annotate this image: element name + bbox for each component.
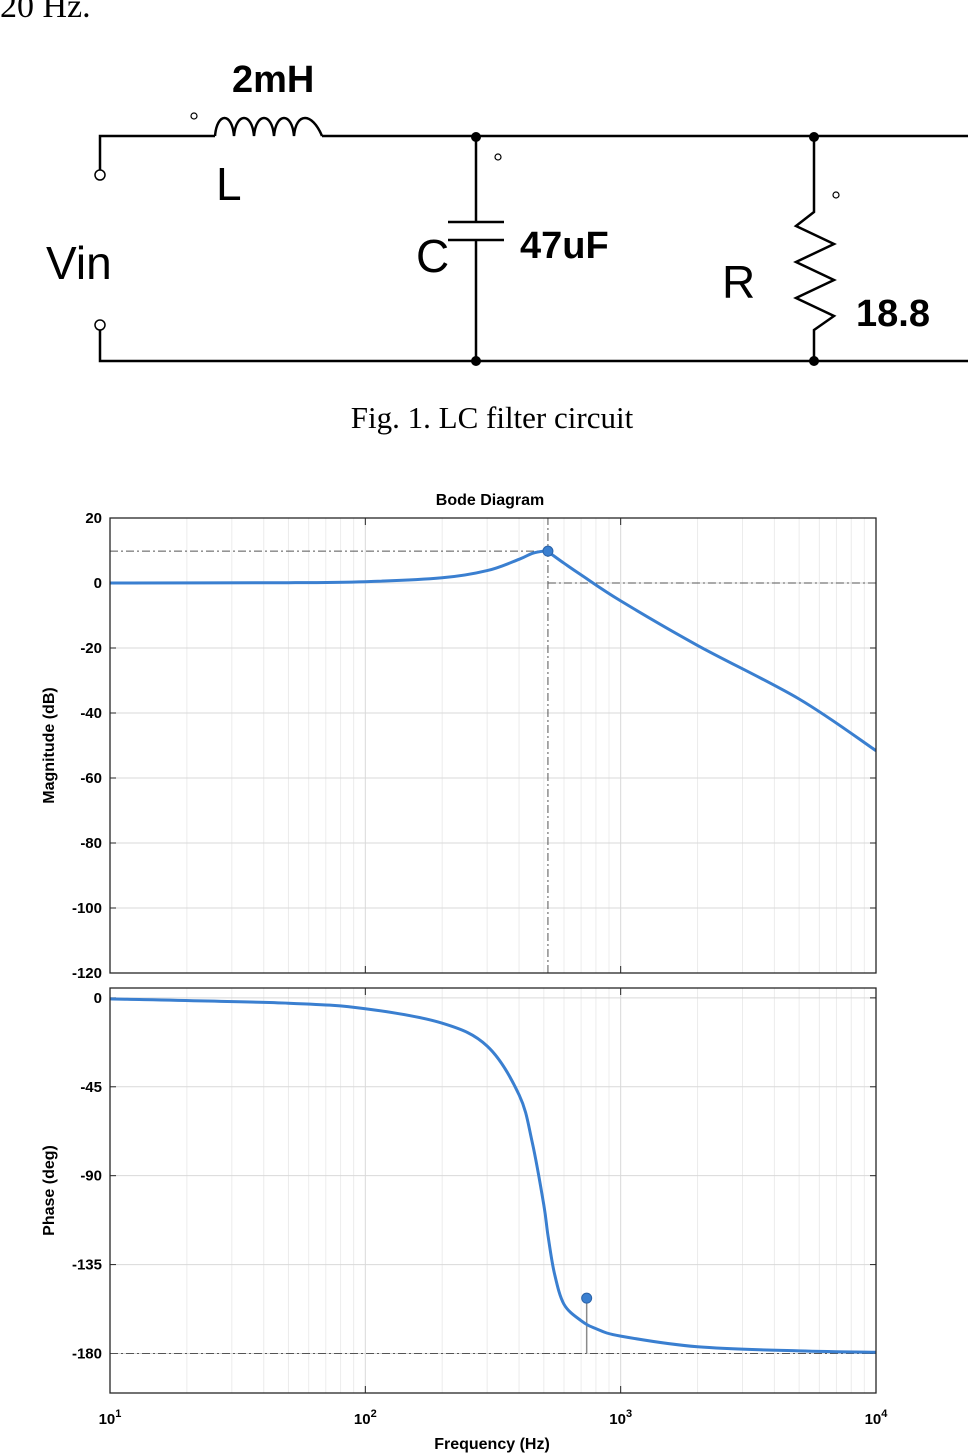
y-tick-label: -60 — [80, 770, 102, 787]
y-tick-label: -45 — [80, 1079, 102, 1096]
capacitor-symbol: C — [416, 230, 449, 282]
x-tick-label: 103 — [609, 1408, 632, 1428]
input-label: Vin — [46, 237, 112, 289]
phase-panel: 0 -45 -90 -135 -180 Phase (deg) — [41, 987, 877, 1394]
node-cap-top — [471, 132, 481, 142]
inductor-value: 2mH — [232, 59, 314, 101]
x-tick-label: 102 — [354, 1408, 377, 1428]
node-res-top — [809, 132, 819, 142]
input-terminal-bottom — [94, 319, 106, 331]
y-tick-label: 20 — [85, 510, 102, 527]
y-tick-label: -135 — [72, 1257, 102, 1274]
inductor-coil — [213, 116, 324, 137]
y-tick-label: -80 — [80, 835, 102, 852]
inductor-symbol: L — [216, 158, 242, 210]
input-terminal-top — [94, 169, 106, 181]
y-tick-label: 0 — [94, 575, 102, 592]
capacitor-value: 47uF — [520, 225, 609, 267]
series-line — [110, 549, 876, 752]
top-left-wire — [98, 134, 215, 170]
data-marker — [542, 545, 554, 557]
resistor-value: 18.8 — [856, 293, 930, 335]
node-cap-bottom — [471, 356, 481, 366]
y-axis-title: Magnitude (dB) — [41, 687, 58, 803]
frequency-axis: 101 102 103 104 — [99, 1408, 889, 1428]
figure-caption: Fig. 1. LC filter circuit — [350, 400, 634, 435]
y-tick-label: -100 — [72, 900, 102, 917]
x-axis-title: Frequency (Hz) — [434, 1436, 550, 1453]
y-tick-label: -40 — [80, 705, 102, 722]
y-tick-label: -180 — [72, 1345, 102, 1362]
page-text-fragment: 20 Hz. — [0, 0, 91, 25]
series-line — [110, 997, 876, 1354]
plot-frame — [109, 517, 877, 974]
data-marker — [581, 1292, 593, 1304]
lc-filter-schematic: 2mH L Vin C 47uF R 18.8 — [46, 59, 968, 366]
resistor-zigzag — [793, 136, 837, 361]
capacitor-polarity-dot — [494, 153, 502, 161]
plot-frame — [109, 987, 877, 1394]
capacitor-branch — [448, 136, 504, 361]
node-res-bottom — [809, 356, 819, 366]
x-tick-label: 101 — [99, 1408, 122, 1428]
y-axis-title: Phase (deg) — [41, 1145, 58, 1236]
inductor-polarity-dot — [190, 112, 198, 120]
resistor-symbol: R — [722, 256, 755, 308]
y-tick-label: -20 — [80, 640, 102, 657]
y-tick-label: -90 — [80, 1168, 102, 1185]
x-tick-label: 104 — [865, 1408, 889, 1428]
y-tick-label: -120 — [72, 965, 102, 982]
resistor-polarity-dot — [832, 191, 840, 199]
y-tick-label: 0 — [94, 990, 102, 1007]
bottom-wire — [98, 330, 968, 363]
chart-title: Bode Diagram — [436, 492, 544, 509]
magnitude-panel: 20 0 -20 -40 -60 -80 -100 -120 Magnitude (dB) — [41, 510, 877, 982]
